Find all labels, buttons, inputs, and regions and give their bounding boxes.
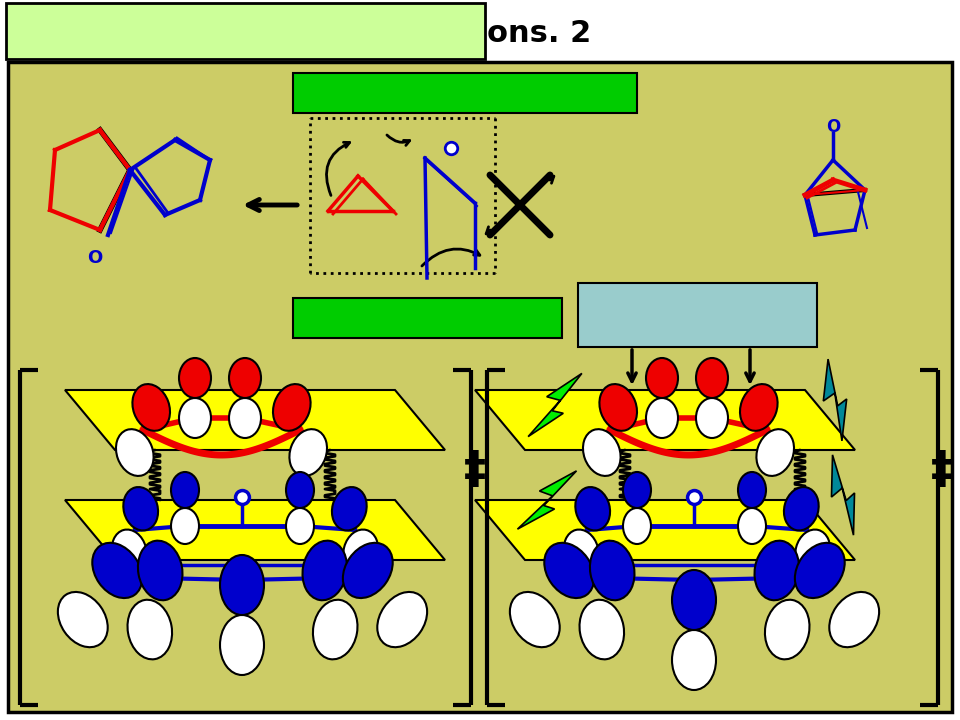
Ellipse shape — [92, 543, 142, 598]
Ellipse shape — [128, 600, 172, 660]
Ellipse shape — [116, 429, 154, 476]
Ellipse shape — [132, 384, 170, 431]
Text: O: O — [685, 670, 703, 690]
Polygon shape — [528, 374, 582, 436]
Ellipse shape — [332, 487, 367, 531]
Ellipse shape — [273, 384, 311, 431]
Ellipse shape — [112, 529, 147, 573]
Polygon shape — [824, 359, 847, 441]
Ellipse shape — [171, 508, 199, 544]
Polygon shape — [831, 455, 854, 535]
FancyBboxPatch shape — [6, 3, 485, 59]
FancyBboxPatch shape — [578, 283, 817, 347]
Ellipse shape — [795, 529, 830, 573]
Ellipse shape — [740, 384, 778, 431]
Ellipse shape — [179, 398, 211, 438]
Ellipse shape — [344, 529, 378, 573]
Ellipse shape — [123, 487, 158, 531]
Ellipse shape — [289, 429, 327, 476]
Text: Secondary Orbital Interactions. 2: Secondary Orbital Interactions. 2 — [20, 19, 591, 48]
Text: O: O — [87, 249, 103, 267]
Ellipse shape — [229, 358, 261, 398]
Polygon shape — [65, 500, 445, 560]
Polygon shape — [517, 471, 577, 529]
Text: O: O — [826, 118, 840, 136]
Polygon shape — [475, 500, 855, 560]
Ellipse shape — [738, 472, 766, 508]
Ellipse shape — [755, 541, 799, 600]
Ellipse shape — [795, 543, 845, 598]
FancyBboxPatch shape — [293, 73, 637, 113]
Ellipse shape — [583, 429, 620, 476]
Ellipse shape — [138, 541, 182, 600]
Ellipse shape — [646, 358, 678, 398]
Ellipse shape — [564, 529, 599, 573]
Ellipse shape — [302, 541, 348, 600]
Ellipse shape — [286, 472, 314, 508]
Ellipse shape — [313, 600, 357, 660]
Ellipse shape — [696, 358, 728, 398]
Ellipse shape — [220, 555, 264, 615]
Ellipse shape — [580, 600, 624, 660]
Polygon shape — [475, 390, 855, 450]
Ellipse shape — [756, 429, 794, 476]
Ellipse shape — [58, 592, 108, 647]
Ellipse shape — [646, 398, 678, 438]
Ellipse shape — [377, 592, 427, 647]
Text: Thermal 10 (4n+2, n=2) e D-A: Thermal 10 (4n+2, n=2) e D-A — [313, 86, 617, 104]
Ellipse shape — [672, 630, 716, 690]
Ellipse shape — [829, 592, 879, 647]
Ellipse shape — [599, 384, 637, 431]
Ellipse shape — [672, 570, 716, 630]
Text: Antibonding Secondary
Orbital Interactions: Antibonding Secondary Orbital Interactio… — [588, 297, 806, 336]
Ellipse shape — [179, 358, 211, 398]
Ellipse shape — [623, 472, 651, 508]
Ellipse shape — [590, 541, 635, 600]
Ellipse shape — [784, 487, 819, 531]
Ellipse shape — [286, 508, 314, 544]
Ellipse shape — [229, 398, 261, 438]
FancyBboxPatch shape — [8, 62, 952, 712]
Ellipse shape — [623, 508, 651, 544]
Text: ‡: ‡ — [464, 449, 486, 492]
Ellipse shape — [510, 592, 560, 647]
Ellipse shape — [220, 615, 264, 675]
Text: ‡: ‡ — [931, 449, 953, 492]
Ellipse shape — [696, 398, 728, 438]
Ellipse shape — [765, 600, 809, 660]
Ellipse shape — [343, 543, 393, 598]
Text: Thermal [π4s + π6s]‡: Thermal [π4s + π6s]‡ — [319, 311, 536, 329]
FancyBboxPatch shape — [293, 298, 562, 338]
Polygon shape — [65, 390, 445, 450]
Ellipse shape — [544, 543, 594, 598]
Ellipse shape — [171, 472, 199, 508]
Ellipse shape — [738, 508, 766, 544]
Ellipse shape — [575, 487, 610, 531]
